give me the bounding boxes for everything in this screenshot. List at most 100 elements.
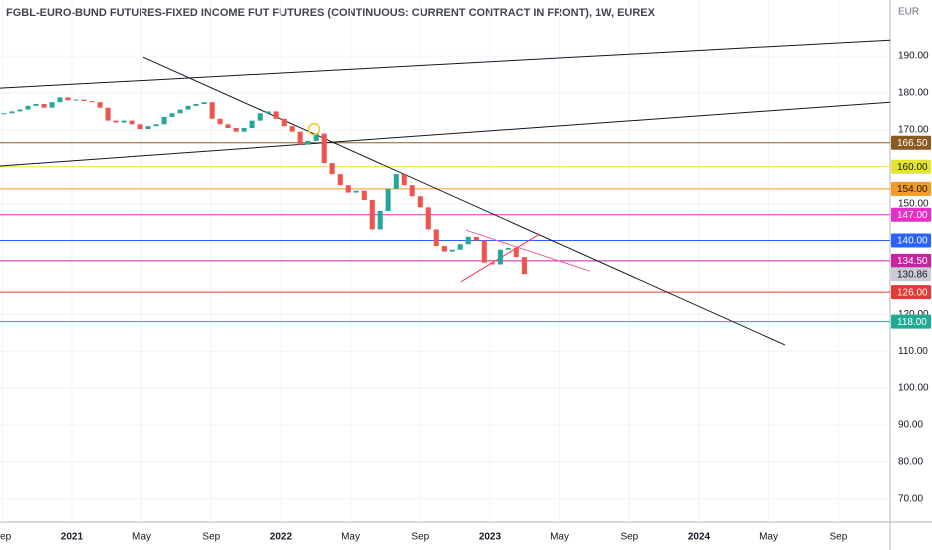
chart-title: FGBL-EURO-BUND FUTURES-FIXED INCOME FUT …: [6, 7, 656, 19]
candle: [513, 247, 519, 258]
candle: [433, 229, 439, 247]
candle: [353, 190, 359, 193]
candle: [297, 131, 303, 145]
candle: [449, 249, 455, 252]
candle: [89, 101, 95, 103]
currency-label: EUR: [898, 7, 919, 18]
candle: [305, 140, 311, 145]
candle: [49, 102, 55, 108]
candle: [481, 240, 487, 263]
trend-line: [0, 101, 891, 167]
candle: [457, 244, 463, 250]
candle: [25, 105, 31, 110]
candle: [313, 133, 319, 141]
level-label: 147.00: [897, 210, 928, 221]
candle: [321, 133, 327, 164]
candle: [177, 109, 183, 114]
x-tick-label: 2023: [479, 532, 502, 543]
y-tick-label: 170.00: [898, 124, 929, 135]
candle: [1, 113, 7, 115]
level-label: 154.00: [897, 184, 928, 195]
candle: [249, 120, 255, 129]
y-tick-label: 190.00: [898, 51, 929, 62]
current-price-badge: [891, 267, 931, 282]
candle: [377, 211, 383, 230]
candle: [257, 113, 263, 121]
candle: [73, 99, 79, 101]
candle: [425, 207, 431, 230]
x-tick-label: Sep: [202, 532, 220, 543]
highlight-marker: [307, 122, 321, 136]
x-tick-label: May: [759, 532, 778, 543]
candle: [65, 97, 71, 101]
candle: [521, 257, 527, 275]
candle: [281, 118, 287, 127]
candle: [161, 116, 167, 125]
candle: [441, 246, 447, 252]
x-tick-label: 2021: [61, 532, 84, 543]
candle: [113, 120, 119, 123]
candle: [17, 109, 23, 112]
y-tick-label: 120.00: [898, 309, 929, 320]
candle: [185, 105, 191, 110]
candle: [169, 113, 175, 117]
level-label: 140.00: [897, 236, 928, 247]
x-tick-label: May: [341, 532, 360, 543]
candle: [41, 104, 47, 108]
candle: [369, 199, 375, 230]
trend-line: [142, 56, 786, 346]
candle: [505, 247, 511, 250]
y-tick-label: 100.00: [898, 383, 929, 394]
candle: [497, 249, 503, 265]
candle: [121, 120, 127, 123]
x-tick-label: May: [550, 532, 569, 543]
x-tick-label: Sep: [0, 532, 12, 543]
y-tick-label: 150.00: [898, 198, 929, 209]
candle: [105, 107, 111, 121]
level-badge: [891, 207, 931, 222]
level-label: 126.00: [897, 287, 928, 298]
candle: [153, 124, 159, 127]
candle: [241, 128, 247, 132]
candle: [465, 236, 471, 245]
level-label: 118.00: [897, 317, 927, 328]
y-tick-label: 180.00: [898, 88, 929, 99]
level-badge: [891, 135, 931, 150]
candle: [145, 126, 151, 130]
x-tick-label: Sep: [829, 532, 847, 543]
level-badge: [891, 285, 931, 300]
candle: [385, 188, 391, 212]
candle: [489, 262, 495, 265]
y-tick-label: 90.00: [898, 420, 923, 431]
y-tick-label: 70.00: [898, 493, 923, 504]
candle: [129, 120, 135, 125]
x-tick-label: 2022: [270, 532, 293, 543]
trend-line: [465, 229, 591, 272]
level-badge: [891, 233, 931, 248]
candle: [417, 196, 423, 208]
candle: [329, 163, 335, 175]
x-tick-label: May: [132, 532, 151, 543]
candle: [337, 174, 343, 186]
x-tick-label: Sep: [411, 532, 429, 543]
candle: [265, 111, 271, 114]
candle: [393, 174, 399, 189]
candle: [345, 185, 351, 193]
level-label: 166.50: [897, 138, 928, 149]
level-label: 134.50: [897, 256, 928, 267]
candle: [97, 102, 103, 108]
candle: [81, 99, 87, 102]
candle: [273, 111, 279, 119]
candle: [9, 111, 15, 114]
candle: [361, 190, 367, 200]
candle: [233, 128, 239, 132]
candle: [473, 236, 479, 241]
y-tick-label: 110.00: [898, 346, 928, 357]
candle: [289, 126, 295, 132]
candle: [209, 102, 215, 119]
level-label: 160.00: [897, 162, 928, 173]
y-tick-label: 80.00: [898, 457, 923, 468]
candle: [401, 174, 407, 186]
